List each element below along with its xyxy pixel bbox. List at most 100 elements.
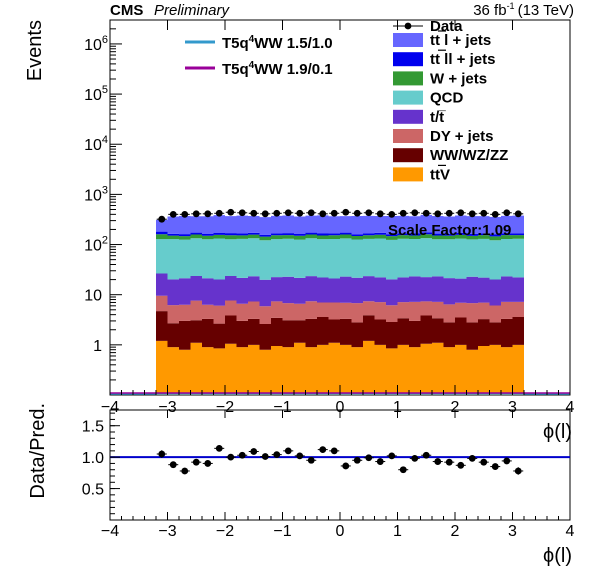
data-point (319, 210, 327, 218)
ratio-point (250, 448, 258, 455)
legend-label: t/t̅ (430, 109, 447, 126)
main-y-tick-label: 103 (84, 184, 108, 204)
scale-factor-annotation: Scale Factor:1.09 (388, 222, 511, 239)
ratio-point (296, 452, 304, 460)
cms-label: CMS (110, 2, 143, 19)
legend-swatch (393, 33, 423, 47)
main-x-tick-label: 3 (508, 399, 517, 416)
data-point (192, 210, 200, 218)
ratio-x-tick-label: 0 (336, 523, 345, 540)
ratio-y-tick-label: 0.5 (82, 482, 104, 499)
signal-legend-label: T5q4WW 1.9/0.1 (222, 60, 333, 78)
main-x-axis-title: ϕ(l) (543, 421, 572, 443)
luminosity-label: 36 fb-1 (13 TeV) (473, 1, 574, 19)
data-point (296, 209, 304, 217)
ratio-point (365, 454, 373, 462)
data-point (238, 209, 246, 217)
main-x-tick-label: 2 (451, 399, 460, 416)
main-y-tick-label: 10 (84, 288, 102, 305)
ratio-point (204, 460, 212, 467)
data-point (273, 209, 281, 217)
ratio-point (514, 467, 522, 475)
data-point (514, 210, 522, 218)
ratio-point (376, 458, 384, 465)
ratio-point (238, 451, 246, 459)
legend-label: ttV (430, 166, 450, 183)
data-point (411, 209, 419, 217)
ratio-point (307, 456, 315, 464)
data-point (445, 209, 453, 217)
data-point (388, 210, 396, 218)
ratio-point (434, 458, 442, 465)
legend-swatch (393, 148, 423, 163)
ratio-point (503, 457, 511, 465)
data-point (399, 209, 407, 217)
ratio-panel-layer: −4 −3 −2 −1 0 1 2 3 4 0.5 1.0 1.5 (82, 410, 575, 540)
main-x-tick-label: 4 (566, 399, 575, 416)
preliminary-label: Preliminary (154, 2, 231, 19)
data-point (422, 209, 430, 217)
data-point (365, 209, 373, 217)
legend-label: WW/WZ/ZZ (430, 147, 508, 164)
data-point (491, 210, 499, 218)
ratio-point (468, 455, 476, 462)
main-x-tick-label: −3 (158, 399, 176, 416)
data-point (330, 209, 338, 217)
data-point (250, 209, 258, 217)
legend-swatch (393, 129, 423, 143)
ratio-y-tick-label: 1.5 (82, 419, 104, 436)
data-point (181, 210, 189, 218)
main-y-tick-label: 106 (84, 34, 108, 54)
ratio-x-axis-title: ϕ(l) (543, 545, 572, 567)
legend-label: tt l + jets (430, 32, 491, 49)
ratio-y-axis-title: Data/Pred. (27, 403, 49, 499)
legend-swatch (393, 71, 423, 86)
ratio-point (319, 446, 327, 453)
ratio-x-tick-label: 1 (393, 523, 402, 540)
stack-layer-5 (156, 234, 524, 241)
data-point (215, 209, 223, 217)
legend-swatch (393, 109, 423, 124)
legend-swatch (393, 167, 423, 182)
ratio-point (342, 462, 350, 470)
ratio-point (273, 451, 281, 459)
data-point (353, 209, 361, 217)
legend-data-marker (404, 22, 412, 30)
main-x-tick-label: −4 (101, 399, 119, 416)
ratio-point (181, 467, 189, 475)
ratio-point (261, 453, 269, 460)
main-y-tick-label: 1 (93, 338, 102, 355)
ratio-point (215, 444, 223, 452)
y-axis-title: Events (24, 20, 46, 81)
data-point (342, 208, 350, 216)
ratio-point (158, 450, 166, 458)
legend-label: QCD (430, 90, 464, 107)
ratio-x-tick-label: 4 (566, 523, 575, 540)
stack-layer-0 (156, 340, 524, 395)
signal-legend: T5q4WW 1.5/1.0 T5q4WW 1.9/0.1 (185, 34, 333, 78)
ratio-y-tick-label: 1.0 (82, 450, 104, 467)
data-point (169, 210, 177, 218)
main-x-tick-label: 0 (336, 399, 345, 416)
main-y-tick-label: 104 (84, 134, 108, 154)
data-point (480, 209, 488, 217)
main-x-tick-label: 1 (393, 399, 402, 416)
ratio-point (169, 461, 177, 469)
ratio-point (491, 463, 499, 470)
legend-label: tt ll + jets (430, 51, 495, 68)
ratio-x-tick-label: −2 (216, 523, 234, 540)
main-y-tick-label: 102 (84, 235, 108, 255)
ratio-point (411, 455, 419, 462)
ratio-x-tick-label: −4 (101, 523, 119, 540)
legend-label: DY + jets (430, 128, 494, 145)
ratio-x-tick-label: 3 (508, 523, 517, 540)
ratio-point (353, 456, 361, 464)
ratio-point (227, 453, 235, 461)
main-panel-layer: −4 −3 −2 −1 0 1 2 3 4 1 10 102 103 104 105 106 (84, 20, 575, 416)
legend-swatch (393, 52, 423, 67)
data-point (204, 210, 212, 218)
ratio-panel-frame (109, 409, 571, 521)
data-point (158, 215, 166, 223)
